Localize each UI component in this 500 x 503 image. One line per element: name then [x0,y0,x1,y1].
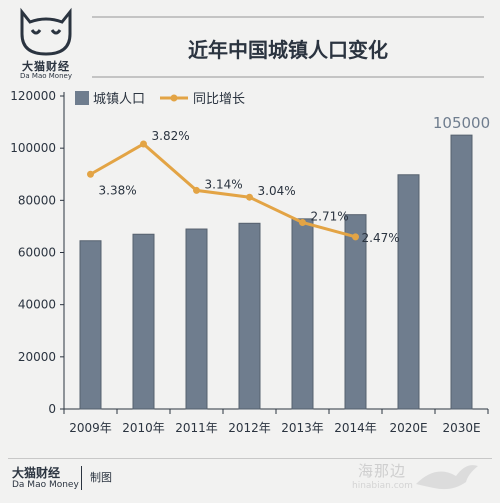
x-tick-label: 2030E [442,421,480,435]
legend: 城镇人口 同比增长 [75,91,245,107]
title-rule-bottom [92,76,484,78]
x-tick-label: 2012年 [228,421,271,435]
bar [132,233,155,410]
footer-divider [8,458,492,459]
growth-point [299,219,306,227]
bars: 105000 [79,114,490,410]
footer-separator [81,466,82,490]
y-tick-label: 40000 [18,298,56,312]
bar [344,214,367,410]
growth-line-path [89,142,356,239]
growth-line: 3.38% 3.82% 3.14% 3.04% 2.71% 2.47% [87,129,400,245]
bar [450,134,473,410]
bar [79,240,102,410]
bar [291,218,314,410]
logo-text-en: Da Mao Money [20,72,72,80]
watermark-url: hinabian.com [352,481,413,491]
x-tick-label: 2020E [389,421,427,435]
y-tick-label: 120000 [10,89,56,103]
growth-data-label: 3.04% [258,184,296,198]
bird-icon [416,465,478,490]
header: 大猫财经 Da Mao Money 近年中国城镇人口变化 [0,0,500,80]
bar [185,228,208,410]
x-tick-label: 2013年 [281,421,324,435]
chart-title: 近年中国城镇人口变化 [188,38,388,62]
logo: 大猫财经 Da Mao Money [8,6,84,80]
title-rule-top [92,16,484,18]
y-tick-label: 0 [48,402,56,416]
growth-point [193,186,200,194]
footer-brand-en: Da Mao Money [12,480,79,490]
x-tick-label: 2011年 [175,421,218,435]
growth-data-label: 3.82% [152,129,190,143]
chart: 城镇人口 同比增长 0 20000 40000 60000 80000 100000 120… [10,89,490,435]
growth-data-label: 3.38% [99,183,137,197]
growth-point [87,170,94,178]
legend-swatch-dot [170,94,178,102]
axes: 0 20000 40000 60000 80000 100000 120000 2009年 20… [10,89,489,435]
y-tick-label: 80000 [18,193,56,207]
y-tick-label: 100000 [10,141,56,155]
footer-note: 制图 [90,471,112,484]
bar-data-label: 105000 [433,114,490,132]
watermark-text: 海那边 [358,462,407,480]
x-tick-label: 2014年 [334,421,377,435]
x-tick-label: 2009年 [69,421,112,435]
growth-data-label: 2.71% [311,210,349,224]
growth-point [352,233,359,241]
legend-swatch-bar [75,91,89,105]
bar [238,222,261,410]
footer-brand-cn: 大猫财经 [12,466,61,480]
growth-data-label: 2.47% [362,231,400,245]
growth-data-label: 3.14% [205,177,243,191]
legend-label-bar: 城镇人口 [93,92,145,107]
y-tick-label: 20000 [18,350,56,364]
cat-face-logo-icon [20,7,72,56]
growth-point [246,193,253,201]
growth-point [140,140,147,148]
logo-text-cn: 大猫财经 [22,60,70,73]
y-tick-label: 60000 [18,246,56,260]
legend-label-line: 同比增长 [193,92,245,107]
bar [397,174,420,410]
x-tick-label: 2010年 [122,421,165,435]
